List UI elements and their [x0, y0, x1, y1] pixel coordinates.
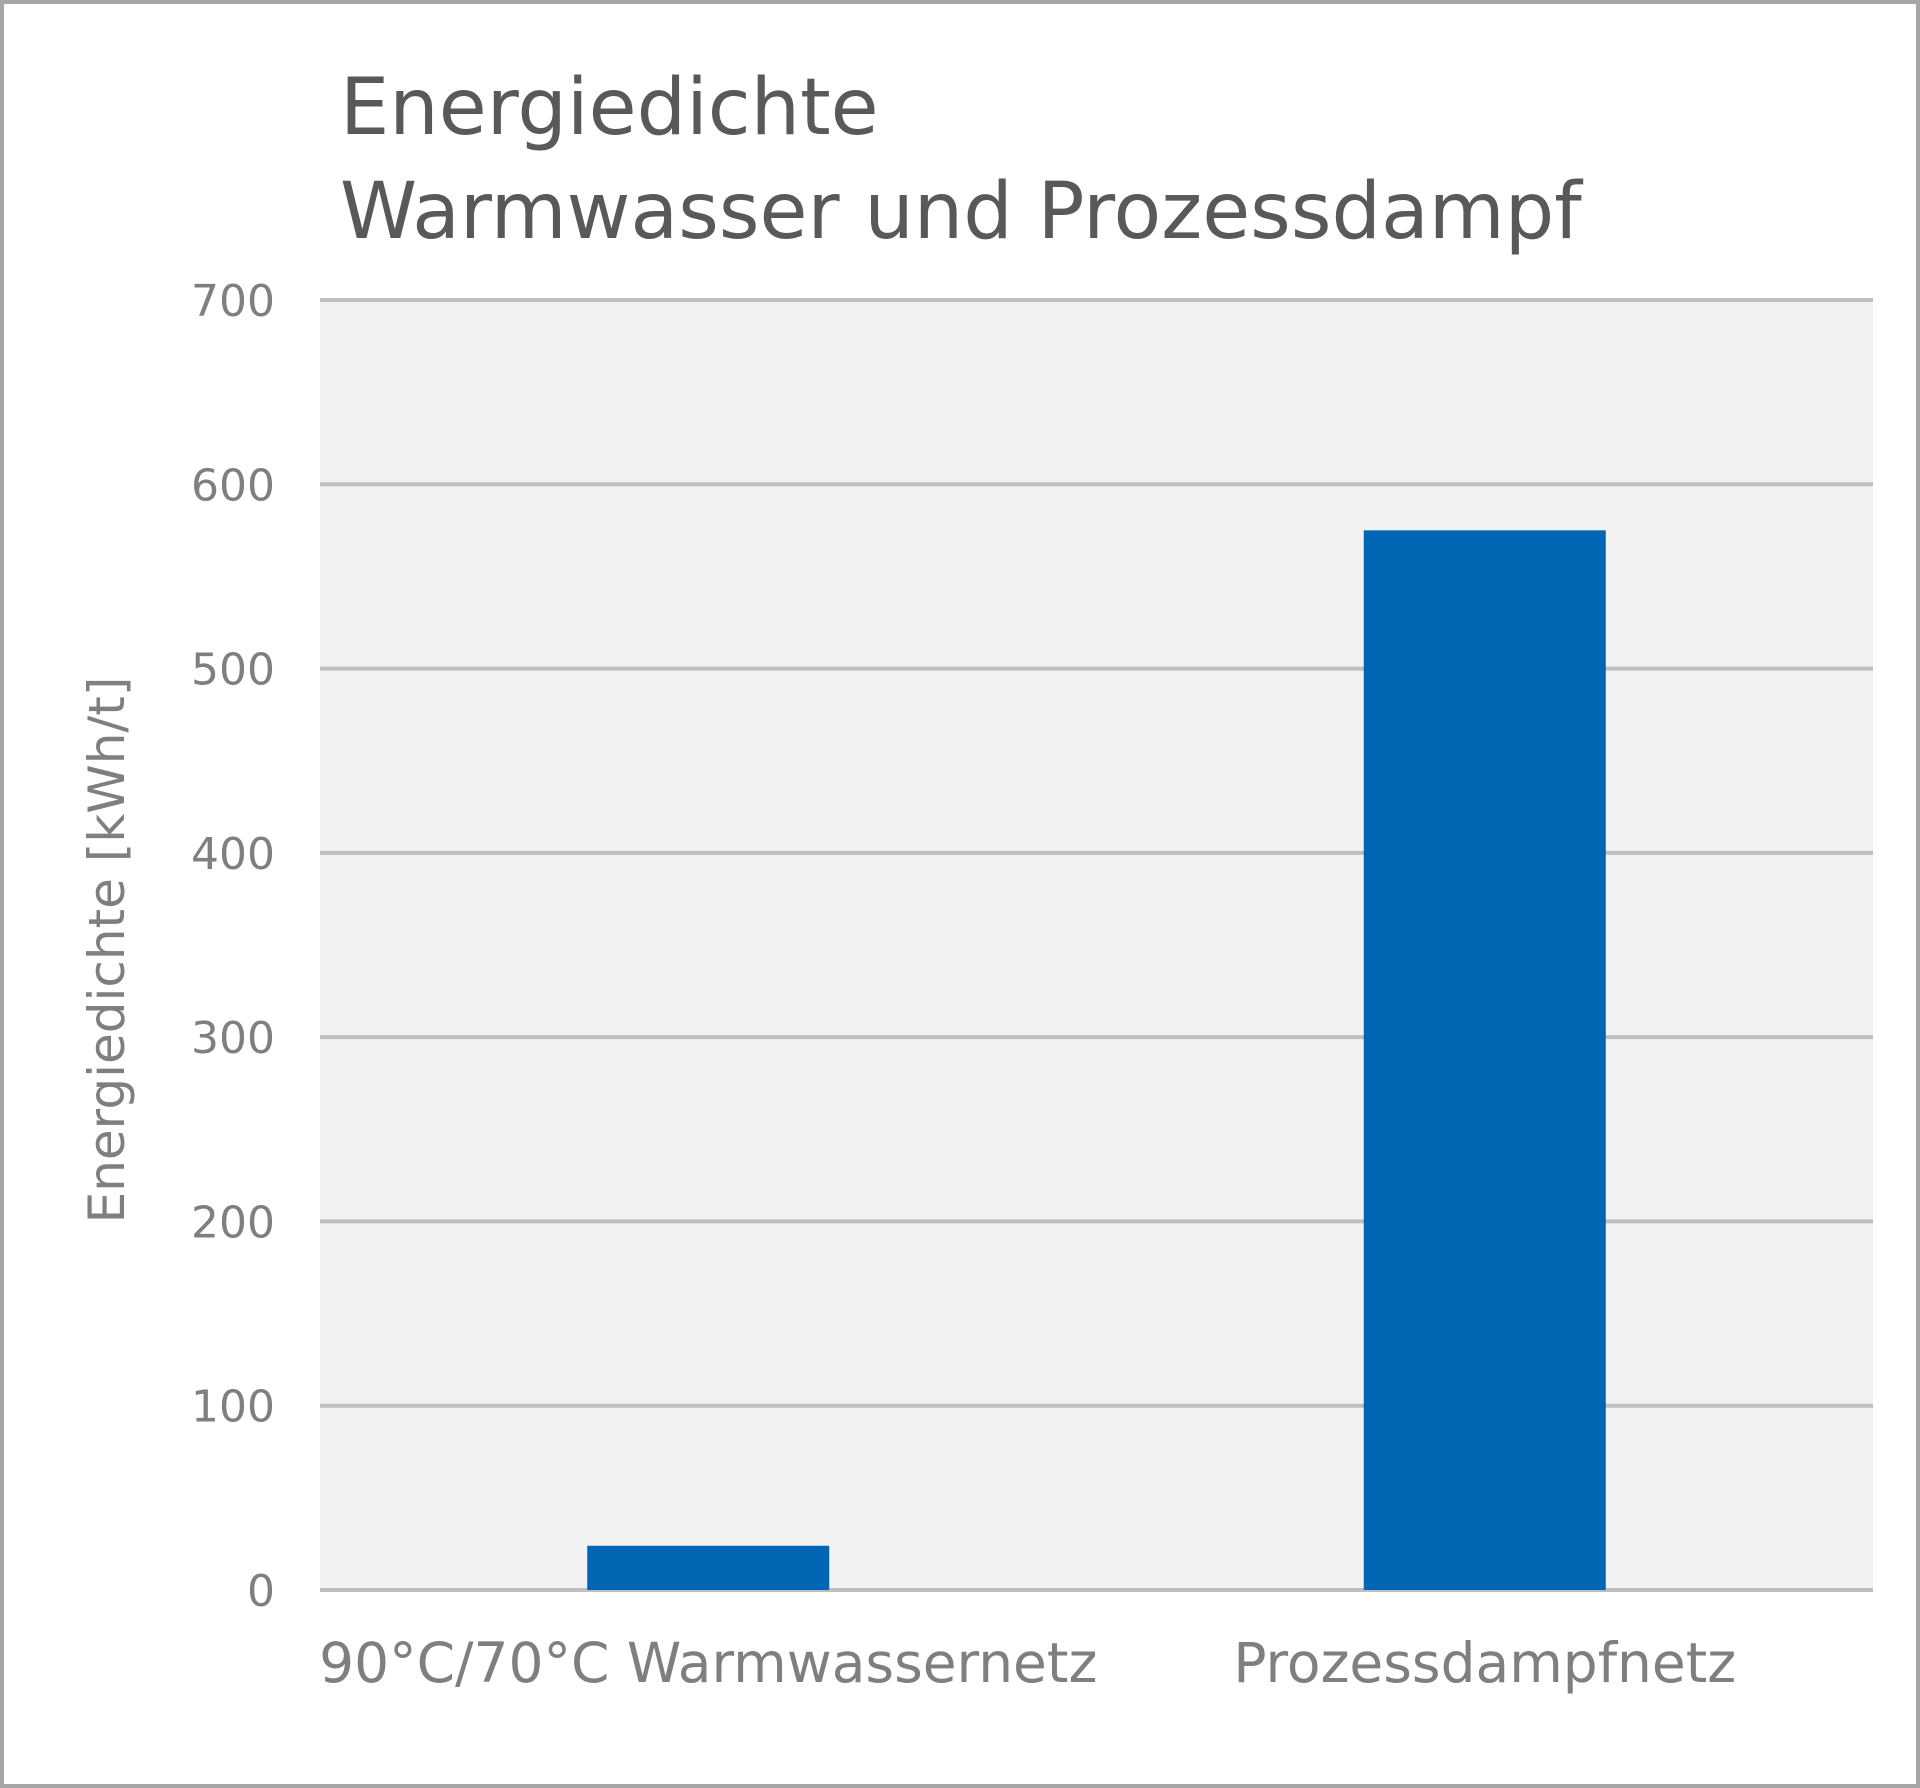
x-category-label: Prozessdampfnetz — [1233, 1631, 1736, 1695]
gridlines — [320, 298, 1873, 1592]
y-tick-label: 600 — [191, 460, 275, 511]
chart-title-line-1: Energiedichte — [340, 63, 879, 153]
x-axis-categories: 90°C/70°C Warmwassernetz Prozessdampfnetz — [319, 1631, 1736, 1695]
y-tick-label: 400 — [191, 829, 275, 880]
y-axis-ticks: 0 100 200 300 400 500 600 700 — [191, 276, 275, 1617]
x-category-label: 90°C/70°C Warmwassernetz — [319, 1631, 1097, 1695]
y-tick-label: 0 — [247, 1566, 275, 1617]
bars — [587, 530, 1606, 1590]
y-tick-label: 300 — [191, 1013, 275, 1064]
y-tick-label: 100 — [191, 1382, 275, 1433]
bar — [1363, 530, 1606, 1590]
chart-title: Energiedichte Warmwasser und Prozessdamp… — [340, 56, 1582, 264]
y-tick-label: 500 — [191, 645, 275, 696]
chart-title-line-2: Warmwasser und Prozessdampf — [340, 167, 1582, 257]
y-tick-label: 200 — [191, 1197, 275, 1248]
plot-area — [320, 300, 1873, 1590]
y-axis-label: Energiedichte [kWh/t] — [78, 677, 136, 1224]
y-tick-label: 700 — [191, 276, 275, 327]
bar — [587, 1545, 830, 1590]
